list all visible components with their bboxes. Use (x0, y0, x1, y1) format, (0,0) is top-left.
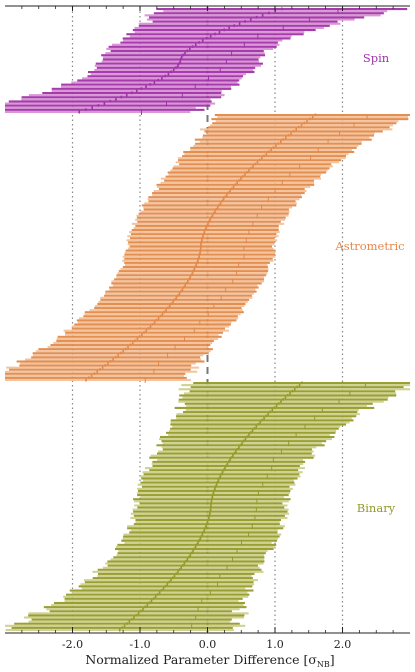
interval-bars (5, 7, 410, 632)
x-tick-label: -2.0 (62, 638, 83, 651)
x-tick-label: -1.0 (129, 638, 150, 651)
group-binary (5, 381, 410, 632)
x-ticks: -2.0 -1.0 0.0 1.0 2.0 (21, 6, 394, 651)
x-axis-label: Normalized Parameter Difference [σNB] (85, 652, 334, 669)
interval-bar (181, 384, 410, 387)
x-axis-label-subscript: NB (317, 660, 330, 669)
interval-bar (5, 374, 184, 377)
interval-bar (5, 378, 191, 381)
x-axis-label-text: Normalized Parameter Difference [σ (85, 652, 317, 667)
interval-bar (5, 370, 198, 373)
group-astrometric (5, 113, 410, 383)
interval-bar (5, 376, 187, 379)
group-label-astrometric: Astrometric (334, 239, 404, 253)
interval-bar (5, 104, 211, 107)
interval-bar (5, 102, 216, 105)
interval-bar (5, 110, 191, 113)
group-label-binary: Binary (357, 501, 396, 515)
interval-bar (5, 106, 196, 109)
x-tick-label: 0.0 (199, 638, 217, 651)
interval-bar (5, 108, 205, 111)
group-label-spin: Spin (363, 51, 390, 65)
x-tick-label: 2.0 (334, 638, 352, 651)
interval-bar (214, 114, 410, 117)
group-labels: Spin Astrometric Binary (334, 51, 404, 515)
x-axis-label-close: ] (330, 652, 335, 667)
x-tick-label: 1.0 (266, 638, 284, 651)
group-spin (5, 7, 408, 115)
